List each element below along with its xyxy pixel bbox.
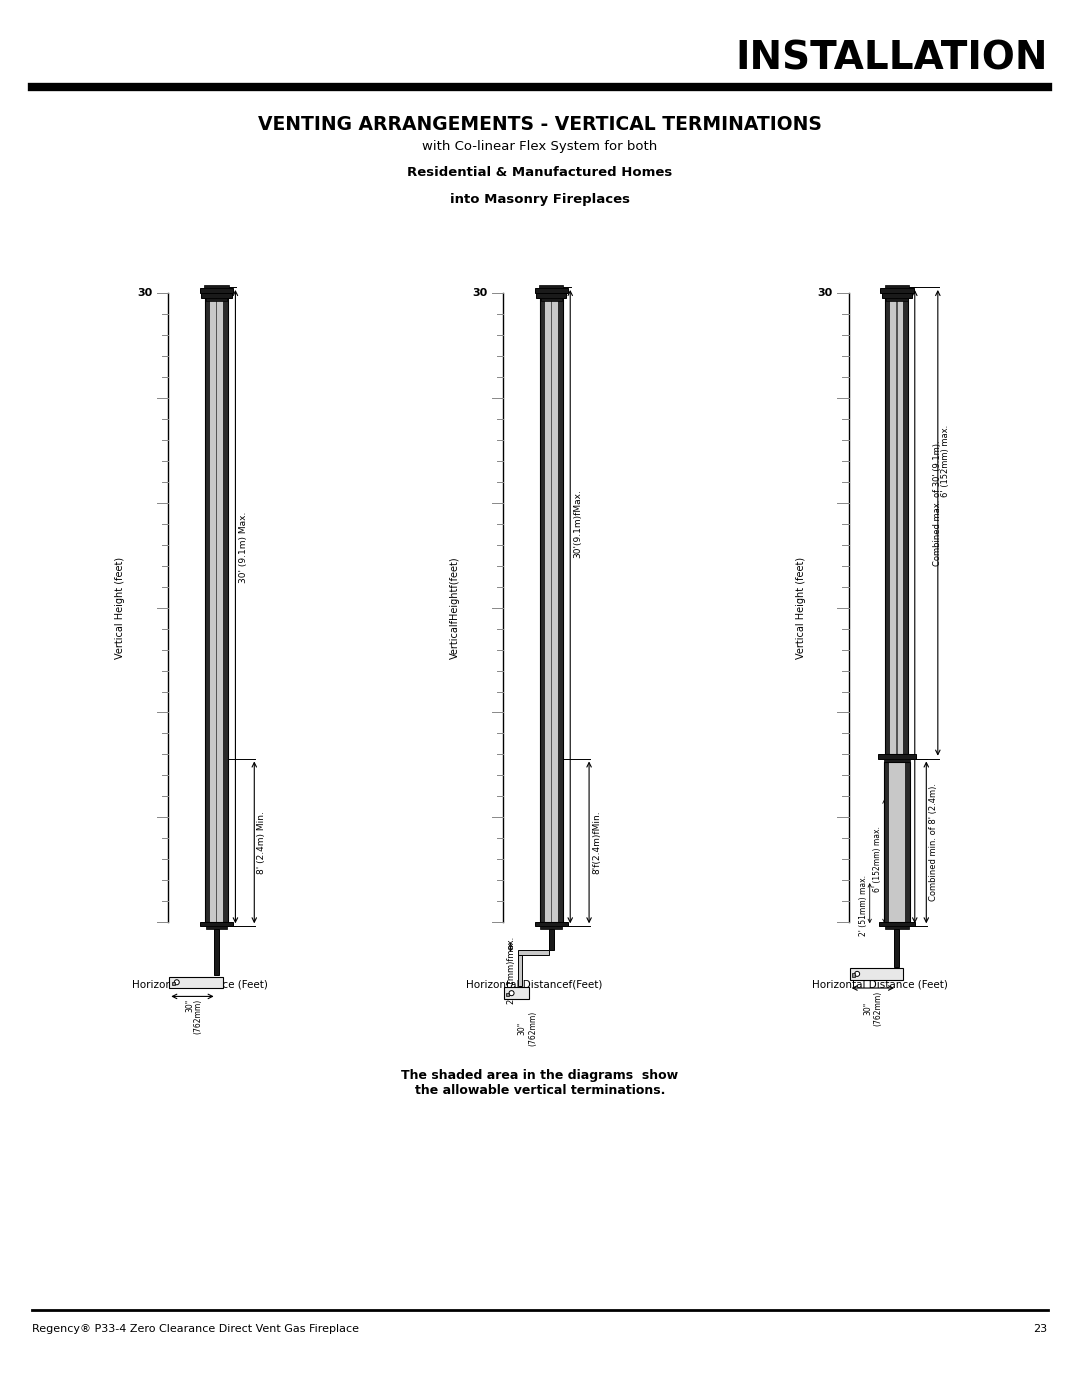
Bar [885, 761, 890, 922]
Text: Combined max. of 30' (9.1m).: Combined max. of 30' (9.1m). [933, 440, 942, 566]
Text: 30"
(762mm): 30" (762mm) [517, 1010, 537, 1046]
Text: 2' (51mm)fmax.: 2' (51mm)fmax. [507, 937, 516, 1004]
Bar [200, 288, 233, 293]
Text: (762mm): (762mm) [193, 999, 202, 1034]
Bar [224, 293, 228, 922]
Bar [539, 285, 564, 288]
Circle shape [854, 971, 860, 977]
Text: 8' (2.4m) Min.: 8' (2.4m) Min. [257, 810, 267, 875]
Bar [880, 288, 914, 293]
Bar [879, 922, 915, 926]
Text: 30'(9.1m)fMax.: 30'(9.1m)fMax. [573, 489, 582, 559]
Text: 30": 30" [186, 999, 194, 1011]
Text: Residential & Manufactured Homes: Residential & Manufactured Homes [407, 166, 673, 179]
Text: 30: 30 [818, 288, 833, 299]
Bar [885, 761, 909, 922]
Text: 8'f(2.4m)fMin.: 8'f(2.4m)fMin. [592, 810, 602, 875]
Bar [504, 988, 529, 999]
Bar [885, 761, 909, 922]
Text: The shaded area in the diagrams  show
the allowable vertical terminations.: The shaded area in the diagrams show the… [402, 1069, 678, 1097]
Text: 23: 23 [1034, 1324, 1048, 1334]
Bar [205, 293, 228, 922]
Bar [535, 288, 568, 293]
Text: 30: 30 [137, 288, 152, 299]
Text: Vertical Height (feet): Vertical Height (feet) [796, 556, 806, 659]
Text: 2' (51mm) max.: 2' (51mm) max. [859, 875, 867, 936]
Bar [540, 926, 563, 929]
Text: Vertical Height (feet): Vertical Height (feet) [116, 556, 125, 659]
Bar [206, 298, 227, 302]
Circle shape [509, 990, 514, 996]
Text: 6' (152mm) max.: 6' (152mm) max. [941, 425, 950, 497]
Bar [541, 298, 562, 302]
Bar [507, 993, 510, 996]
Bar [850, 968, 903, 979]
Bar [896, 293, 897, 754]
Bar [202, 293, 231, 298]
Bar [886, 293, 891, 754]
Bar [886, 926, 908, 929]
Bar [882, 293, 912, 298]
Bar [205, 293, 211, 922]
Text: 6' (152mm) max.: 6' (152mm) max. [874, 826, 882, 893]
Bar [170, 977, 222, 988]
Text: VENTING ARRANGEMENTS - VERTICAL TERMINATIONS: VENTING ARRANGEMENTS - VERTICAL TERMINAT… [258, 115, 822, 134]
Bar [883, 759, 910, 761]
Bar [549, 929, 554, 950]
Bar [540, 293, 563, 922]
Text: Regency® P33-4 Zero Clearance Direct Vent Gas Fireplace: Regency® P33-4 Zero Clearance Direct Ven… [32, 1324, 360, 1334]
Text: Horizontal Distance (Feet): Horizontal Distance (Feet) [812, 979, 948, 990]
Bar [886, 293, 908, 754]
Bar [551, 293, 552, 922]
Bar [878, 754, 916, 759]
Bar [894, 929, 900, 967]
Bar [887, 298, 907, 302]
Bar [517, 950, 549, 956]
Bar [214, 929, 219, 975]
Text: INSTALLATION: INSTALLATION [735, 39, 1048, 77]
Text: Combined min. of 8' (2.4m).: Combined min. of 8' (2.4m). [930, 784, 939, 901]
Bar [537, 293, 566, 298]
Text: 30: 30 [472, 288, 487, 299]
Bar [540, 293, 563, 922]
Text: into Masonry Fireplaces: into Masonry Fireplaces [450, 193, 630, 205]
Text: 30"
(762mm): 30" (762mm) [863, 992, 882, 1027]
Bar [517, 956, 523, 986]
Bar [172, 982, 175, 985]
Bar [905, 761, 909, 922]
Bar [540, 293, 545, 922]
Bar [204, 285, 229, 288]
Text: VerticalfHeightf(feet): VerticalfHeightf(feet) [450, 556, 460, 659]
Bar [535, 922, 568, 926]
Bar [200, 922, 233, 926]
Bar [205, 293, 228, 922]
Bar [205, 926, 228, 929]
Text: 30' (9.1m) Max.: 30' (9.1m) Max. [239, 511, 247, 583]
Text: with Co-linear Flex System for both: with Co-linear Flex System for both [422, 140, 658, 152]
Bar [852, 974, 855, 977]
Text: Horizontal Distancef(Feet): Horizontal Distancef(Feet) [467, 979, 603, 990]
Bar [904, 293, 908, 754]
Text: Horizontal Distance (Feet): Horizontal Distance (Feet) [132, 979, 268, 990]
Bar [885, 285, 909, 288]
Bar [558, 293, 563, 922]
Bar [216, 293, 217, 922]
Circle shape [174, 979, 179, 985]
Bar [886, 293, 908, 754]
